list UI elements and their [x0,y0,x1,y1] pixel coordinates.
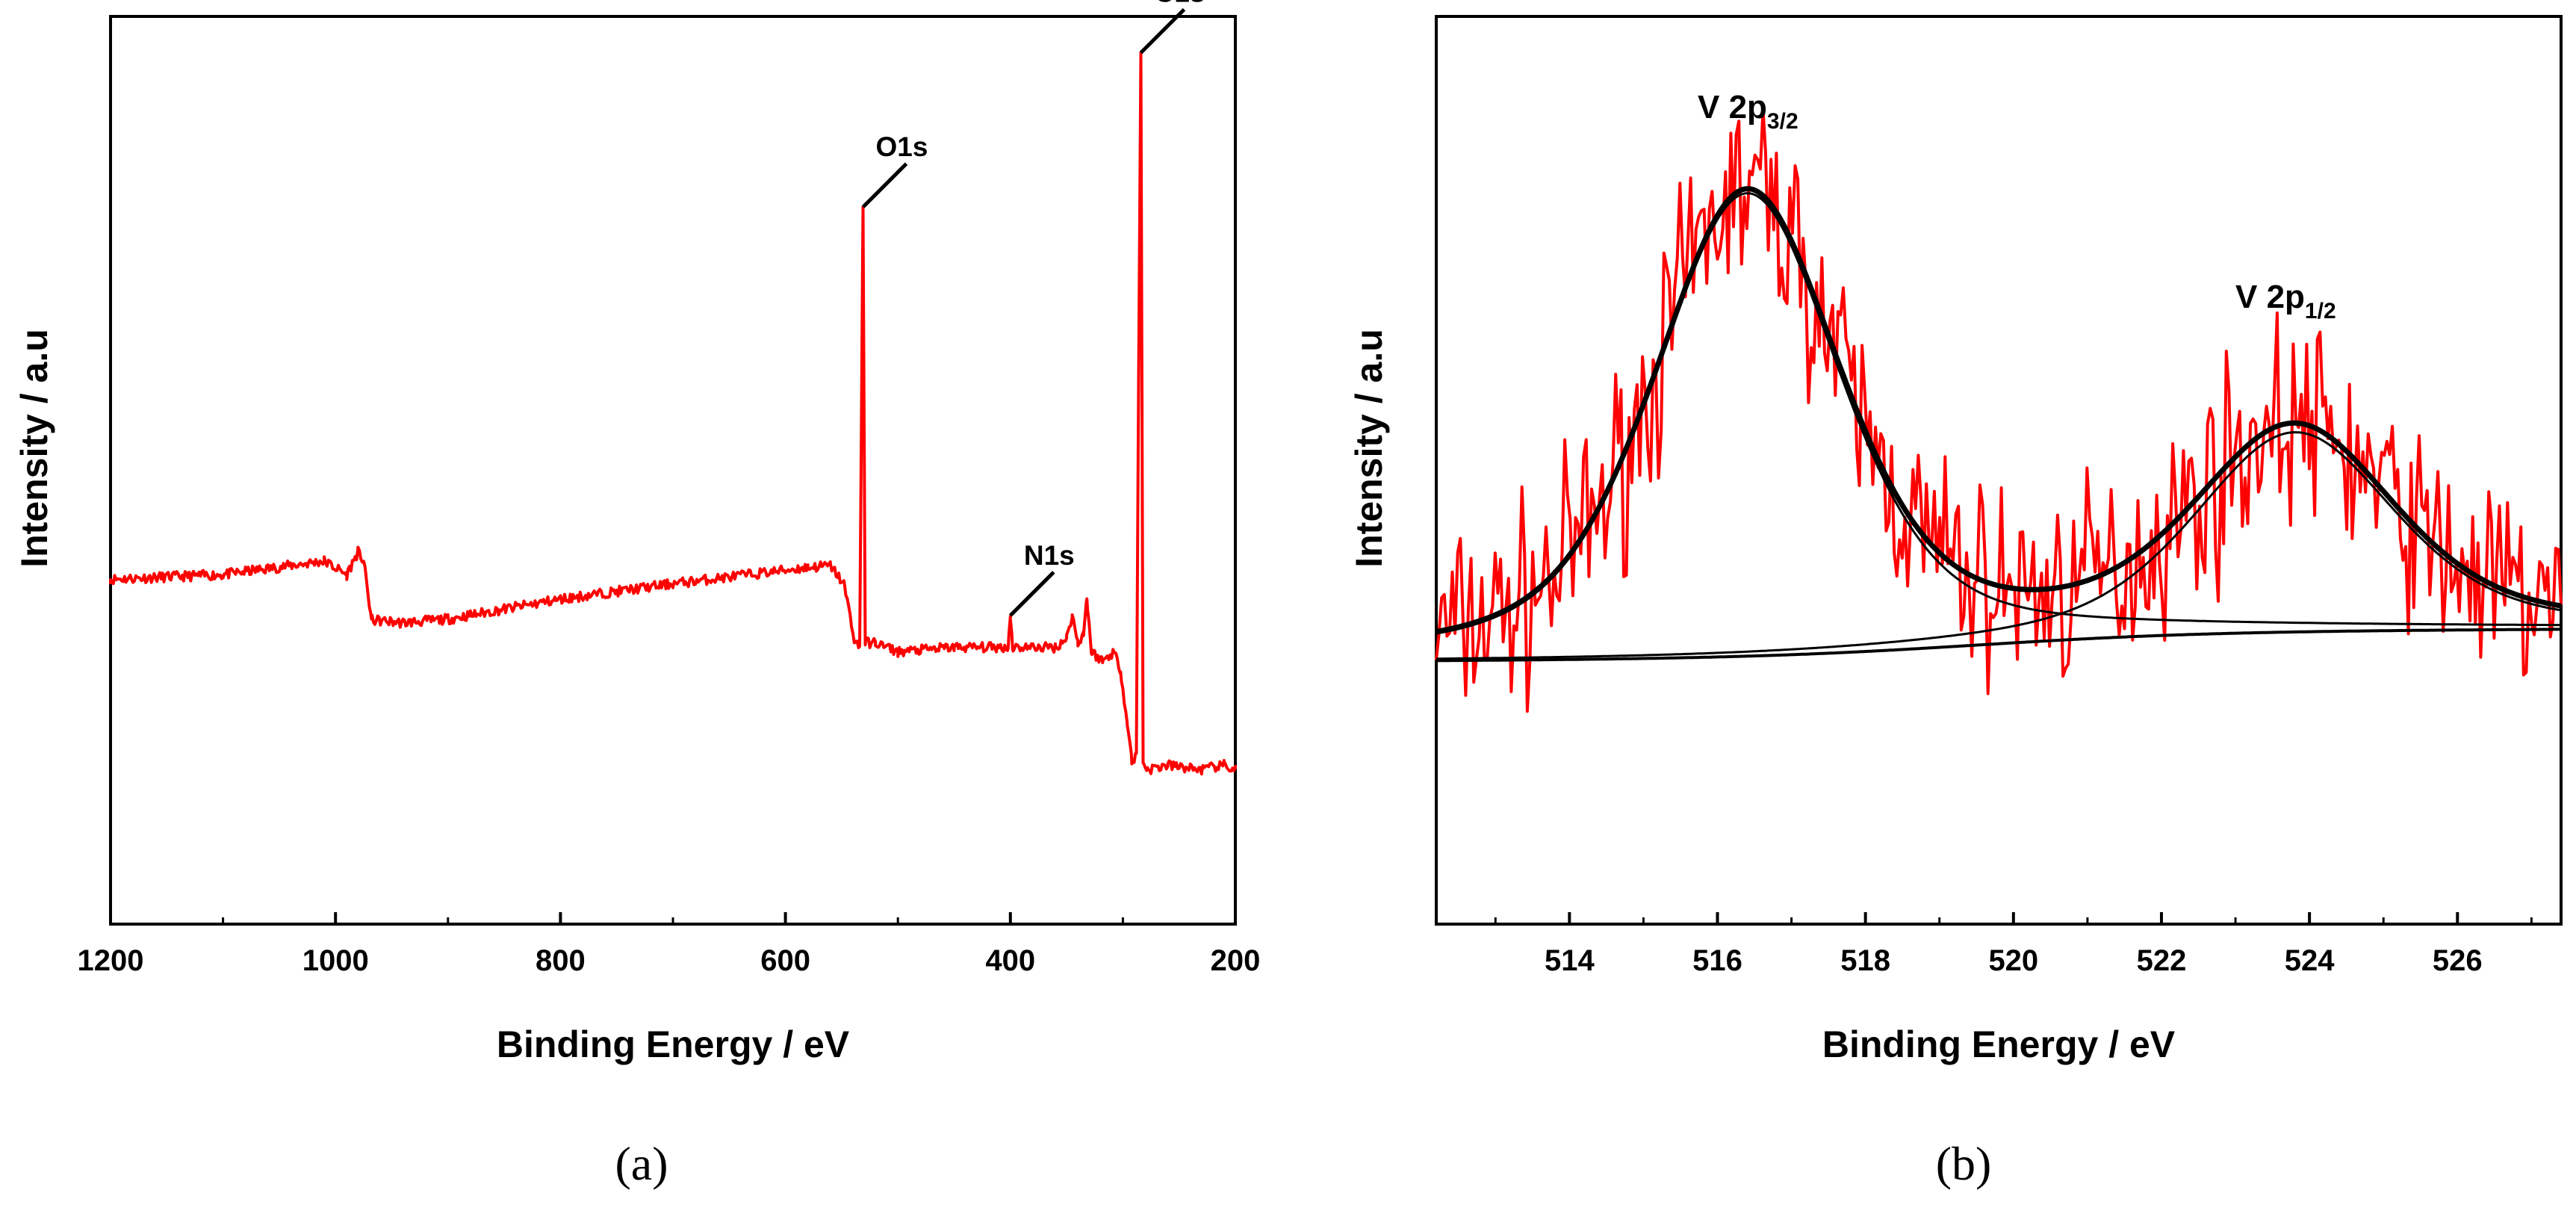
panel-b-tick-label: 522 [2137,944,2187,977]
panel-b-tick-label: 524 [2285,944,2335,977]
panel-a-plot-frame [109,15,1237,926]
panel-b-tick-label: 518 [1840,944,1890,977]
panel-b-chart: 514 516 518 520 522 524 526 V 2p3/2 V 2p1/2 Bi… [1348,15,2563,1190]
panel-a-peak-leader-line [1009,571,1055,617]
panel-a-survey-spectrum [109,51,1237,775]
panel-a-peak-label: O1s [876,131,928,162]
panel-b-peak-label-3-2: V 2p3/2 [1698,89,1798,134]
panel-a-minor-ticks [222,917,1124,924]
panel-a-tick-label: 400 [985,944,1035,977]
panel-b-peak-label-1-2: V 2p1/2 [2235,279,2336,323]
panel-b-tick-label: 516 [1692,944,1742,977]
panel-b-minor-ticks [1494,917,2533,924]
panel-b-fit-envelope [1436,186,2562,635]
panel-a-peak-labels: O1s N1s C1s [861,0,1205,617]
panel-a-tick-label: 200 [1211,944,1261,977]
panel-b-x-axis-title: Binding Energy / eV [1822,1023,2176,1065]
panel-b-tick-label: 526 [2433,944,2483,977]
panel-b-fit-peak-1-2 [1436,431,2562,660]
panel-b-x-ticks: 514 516 518 520 522 524 526 [1545,912,2483,977]
panel-b-tick-label: 514 [1545,944,1595,977]
panel-a-tick-label: 600 [760,944,810,977]
panel-b-plot-frame [1435,15,2563,926]
panel-a-y-axis-title: Intensity / a.u [13,329,55,568]
panel-b-background-line [1436,628,2561,663]
panel-a-chart: 1200 1000 800 600 400 200 O1s N1s C1s Binding E… [13,0,1260,1190]
panel-a-peak-leader-line [861,162,908,208]
panel-a-tick-label: 1000 [302,944,369,977]
panel-a-tick-label: 1200 [78,944,144,977]
panel-b-raw-spectrum [1435,107,2563,713]
panel-b-tick-label: 520 [1988,944,2038,977]
panel-a-x-axis-title: Binding Energy / eV [497,1023,850,1065]
panel-a-caption: (a) [615,1137,668,1190]
panel-b-caption: (b) [1936,1137,1992,1190]
panel-b-y-axis-title: Intensity / a.u [1348,329,1390,568]
panel-a-x-ticks: 1200 1000 800 600 400 200 [78,912,1261,977]
panel-a-peak-label: N1s [1024,540,1075,571]
panel-a-peak-leader-line [1139,7,1186,55]
panel-a-peak-label: C1s [1155,0,1205,8]
panel-a-tick-label: 800 [536,944,586,977]
